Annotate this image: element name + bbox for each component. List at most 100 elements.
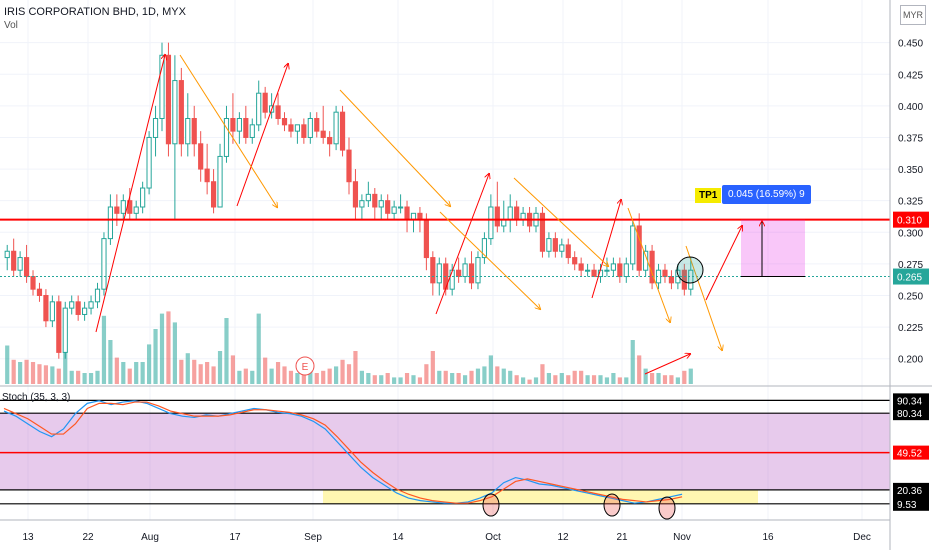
candle-body xyxy=(146,136,152,189)
volume-bar xyxy=(411,375,416,384)
bearish-arrow xyxy=(439,211,540,309)
volume-bar xyxy=(179,359,184,384)
volume-bar xyxy=(30,362,36,384)
candle-body xyxy=(327,136,333,145)
candle-body xyxy=(481,238,488,259)
bearish-arrow xyxy=(179,54,277,207)
candle-body xyxy=(365,193,371,202)
volume-bar xyxy=(134,362,139,384)
volume-bar xyxy=(76,370,81,384)
volume-bar xyxy=(514,375,519,384)
volume-bar xyxy=(108,340,113,384)
stoch-level-badge xyxy=(893,393,929,408)
candle-body xyxy=(565,244,571,259)
volume-bar xyxy=(11,359,16,384)
stoch-level-badge xyxy=(893,406,929,421)
candle-body xyxy=(165,54,172,145)
candle-body xyxy=(623,263,629,278)
volume-bar xyxy=(372,375,377,384)
stoch-highlight xyxy=(658,496,676,520)
volume-bar xyxy=(237,370,242,384)
volume-bar xyxy=(579,370,584,384)
candle-body xyxy=(217,155,223,208)
volume-bar xyxy=(43,365,49,384)
volume-bar xyxy=(82,373,87,384)
volume-bar xyxy=(5,345,10,384)
volume-bar xyxy=(591,375,597,384)
candle-body xyxy=(294,124,301,132)
candle-body xyxy=(236,118,242,132)
volume-bar xyxy=(308,370,313,384)
stoch-highlight xyxy=(482,493,500,517)
candle-body xyxy=(140,187,146,208)
bearish-arrow xyxy=(513,177,608,266)
volume-bar xyxy=(359,370,364,384)
volume-bar xyxy=(462,375,468,384)
y-tick-label: 0.425 xyxy=(898,70,923,81)
y-tick-label: 0.200 xyxy=(898,355,923,366)
volume-bar xyxy=(211,366,216,384)
stoch-level-badge xyxy=(893,445,929,460)
candle-body xyxy=(688,269,694,290)
candle-body xyxy=(578,263,584,271)
volume-bar xyxy=(488,355,493,384)
candlestick-series xyxy=(4,42,694,359)
stoch-title[interactable]: Stoch (35, 3, 3) xyxy=(2,392,71,403)
bearish-arrow xyxy=(339,89,450,206)
chart-drawings: E 0.310 0.265 xyxy=(0,54,929,376)
volume-bar xyxy=(224,318,229,384)
candle-body xyxy=(462,263,468,278)
bullish-arrow xyxy=(591,200,621,299)
volume-bar xyxy=(146,344,152,384)
volume-bar xyxy=(566,375,571,384)
candle-body xyxy=(275,105,281,119)
volume-bar xyxy=(314,373,319,384)
volume-bar xyxy=(140,362,145,384)
currency-badge[interactable]: MYR xyxy=(900,5,926,25)
y-tick-label: 0.375 xyxy=(898,133,923,144)
volume-bar xyxy=(508,370,513,384)
target-zone xyxy=(741,219,805,277)
volume-bar xyxy=(675,377,680,384)
volume-bar xyxy=(604,377,610,384)
volume-bar xyxy=(688,368,693,384)
volume-bar xyxy=(630,340,635,384)
bearish-arrow xyxy=(685,245,722,350)
volume-bars xyxy=(5,311,693,384)
candle-body xyxy=(475,257,481,284)
oversold-zone xyxy=(323,489,758,504)
volume-bar xyxy=(437,370,442,384)
candle-body xyxy=(178,80,184,145)
volume-bar xyxy=(192,359,197,384)
volume-bar xyxy=(379,375,384,384)
volume-bar xyxy=(611,373,616,384)
volume-bar xyxy=(533,377,539,384)
candle-body xyxy=(423,219,429,259)
y-tick-label: 0.325 xyxy=(898,197,923,208)
symbol-title[interactable]: IRIS CORPORATION BHD, 1D, MYX xyxy=(4,6,186,18)
stoch-level-label: 49.52 xyxy=(897,449,922,460)
volume-bar xyxy=(456,373,461,384)
x-tick-label: Nov xyxy=(673,532,691,543)
y-tick-label: 0.350 xyxy=(898,165,923,176)
candle-body xyxy=(94,288,101,303)
candle-body xyxy=(101,238,107,290)
candle-body xyxy=(56,301,62,353)
volume-bar xyxy=(295,373,300,384)
candle-body xyxy=(352,181,359,208)
volume-bar xyxy=(662,375,668,384)
y-tick-label: 0.225 xyxy=(898,323,923,334)
last-price-badge-text: 0.265 xyxy=(897,273,922,284)
volume-bar xyxy=(230,355,236,384)
volume-bar xyxy=(250,370,255,384)
volume-bar xyxy=(95,370,100,384)
volume-bar xyxy=(269,368,274,384)
candle-body xyxy=(17,257,23,271)
candle-body xyxy=(617,263,623,278)
x-tick-label: 21 xyxy=(616,532,628,543)
volume-bar xyxy=(256,313,261,384)
volume-bar xyxy=(327,368,332,384)
volume-bar xyxy=(495,366,500,384)
volume-bar xyxy=(572,370,577,384)
